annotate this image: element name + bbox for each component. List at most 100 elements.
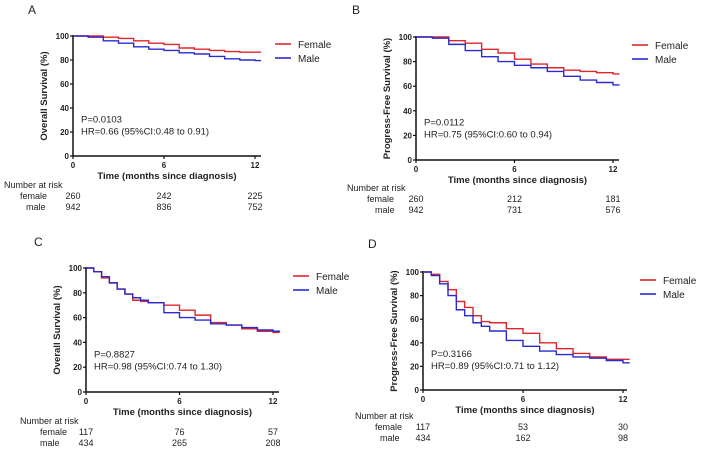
legend-label-male: Male	[316, 286, 338, 297]
risk-count: 30	[618, 422, 628, 432]
risk-count: 260	[65, 191, 80, 201]
y-axis-title: Overall Survival (%)	[39, 51, 50, 140]
y-tick-label: 0	[408, 156, 413, 165]
risk-row-label: male	[26, 202, 46, 212]
x-tick-label: 12	[269, 397, 278, 406]
x-tick-label: 12	[619, 395, 628, 404]
y-tick-label: 0	[415, 386, 420, 395]
panel-b: B 0 20 40 60 80 100 0 6 12 Time (months since diag…	[347, 3, 689, 215]
x-tick-label: 0	[84, 397, 89, 406]
y-tick-label: 100	[399, 33, 413, 42]
panel-label: B	[352, 3, 360, 17]
risk-table-title: Number at risk	[20, 416, 79, 426]
risk-count: 242	[156, 191, 171, 201]
y-tick-label: 100	[406, 268, 420, 277]
risk-count: 117	[79, 427, 93, 437]
risk-count: 76	[174, 427, 184, 437]
x-tick-label: 6	[162, 161, 167, 170]
x-axis-title: Time (months since diagnosis)	[97, 171, 236, 182]
legend-label-female: Female	[316, 272, 350, 283]
survival-curve-female	[73, 35, 262, 53]
y-axis-title: Overall Survival (%)	[52, 285, 63, 374]
risk-count: 265	[172, 438, 187, 448]
risk-row-label: male	[40, 438, 60, 448]
risk-count: 434	[415, 433, 430, 443]
panel-label: A	[28, 3, 36, 17]
risk-count: 57	[268, 427, 278, 437]
panel-label: C	[34, 235, 43, 249]
risk-count: 836	[156, 202, 171, 212]
risk-row-label: female	[40, 427, 67, 437]
legend-label-male: Male	[655, 55, 677, 66]
survival-curve-male	[423, 271, 630, 364]
survival-curve-male	[73, 35, 262, 62]
y-tick-label: 20	[403, 131, 412, 140]
p-value: P=0.0103	[81, 114, 122, 125]
legend-label-male: Male	[663, 290, 685, 301]
y-tick-label: 40	[60, 104, 69, 113]
risk-row-label: male	[380, 433, 400, 443]
risk-count: 212	[507, 194, 522, 204]
legend-label-male: Male	[298, 54, 320, 65]
y-tick-label: 40	[73, 338, 82, 347]
panel-a: A 0 20 40 60 80 100 0 6 12 Time (months since diag…	[4, 3, 332, 212]
legend-label-female: Female	[298, 40, 332, 51]
risk-count: 942	[408, 205, 423, 215]
risk-count: 434	[78, 438, 93, 448]
y-axis-title: Progress-Free Survival (%)	[389, 270, 400, 391]
y-tick-label: 80	[60, 56, 69, 65]
p-value: P=0.8827	[94, 349, 135, 360]
y-tick-label: 60	[73, 314, 82, 323]
y-tick-label: 20	[73, 363, 82, 372]
y-tick-label: 40	[410, 339, 419, 348]
x-tick-label: 6	[521, 395, 526, 404]
legend-label-female: Female	[655, 41, 689, 52]
hazard-ratio: HR=0.66 (95%CI:0.48 to 0.91)	[81, 126, 209, 137]
x-tick-label: 12	[609, 165, 618, 174]
x-axis-title: Time (months since diagnosis)	[455, 405, 594, 416]
y-tick-label: 80	[73, 289, 82, 298]
risk-count: 181	[605, 194, 620, 204]
panel-d: D 0 20 40 60 80 100 0 6 12 Time (months since diag…	[355, 237, 697, 443]
hazard-ratio: HR=0.89 (95%CI:0.71 to 1.12)	[431, 361, 559, 372]
y-tick-label: 60	[60, 80, 69, 89]
panel-c: C 0 20 40 60 80 100 0 6 12 Time (months since diag…	[20, 235, 350, 448]
risk-table-title: Number at risk	[347, 183, 406, 193]
risk-count: 942	[65, 202, 80, 212]
p-value: P=0.3166	[431, 349, 472, 360]
risk-row-label: female	[375, 422, 402, 432]
y-tick-label: 0	[65, 152, 70, 161]
x-axis-title: Time (months since diagnosis)	[448, 175, 587, 186]
y-tick-label: 60	[403, 82, 412, 91]
risk-count: 98	[618, 433, 628, 443]
p-value: P=0.0112	[424, 118, 464, 129]
y-tick-label: 20	[410, 362, 419, 371]
hazard-ratio: HR=0.75 (95%CI:0.60 to 0.94)	[424, 130, 552, 141]
survival-curve-male	[86, 267, 280, 333]
risk-count: 53	[518, 422, 528, 432]
risk-count: 117	[416, 422, 430, 432]
risk-table-title: Number at risk	[355, 411, 414, 421]
y-tick-label: 100	[56, 32, 70, 41]
survival-curve-male	[416, 36, 620, 86]
x-tick-label: 6	[177, 397, 182, 406]
y-tick-label: 60	[410, 315, 419, 324]
y-tick-label: 20	[60, 128, 69, 137]
risk-row-label: female	[20, 191, 47, 201]
survival-curve-female	[86, 267, 280, 334]
x-tick-label: 0	[414, 165, 419, 174]
risk-count: 208	[265, 438, 280, 448]
risk-count: 576	[605, 205, 620, 215]
y-tick-label: 80	[410, 292, 419, 301]
x-tick-label: 6	[512, 165, 517, 174]
x-tick-label: 12	[251, 161, 260, 170]
y-tick-label: 40	[403, 107, 412, 116]
y-tick-label: 0	[78, 388, 83, 397]
x-tick-label: 0	[71, 161, 76, 170]
survival-curve-female	[416, 36, 620, 75]
risk-row-label: male	[375, 205, 395, 215]
risk-count: 162	[515, 433, 530, 443]
x-axis-title: Time (months since diagnosis)	[113, 407, 252, 418]
risk-row-label: female	[367, 194, 394, 204]
